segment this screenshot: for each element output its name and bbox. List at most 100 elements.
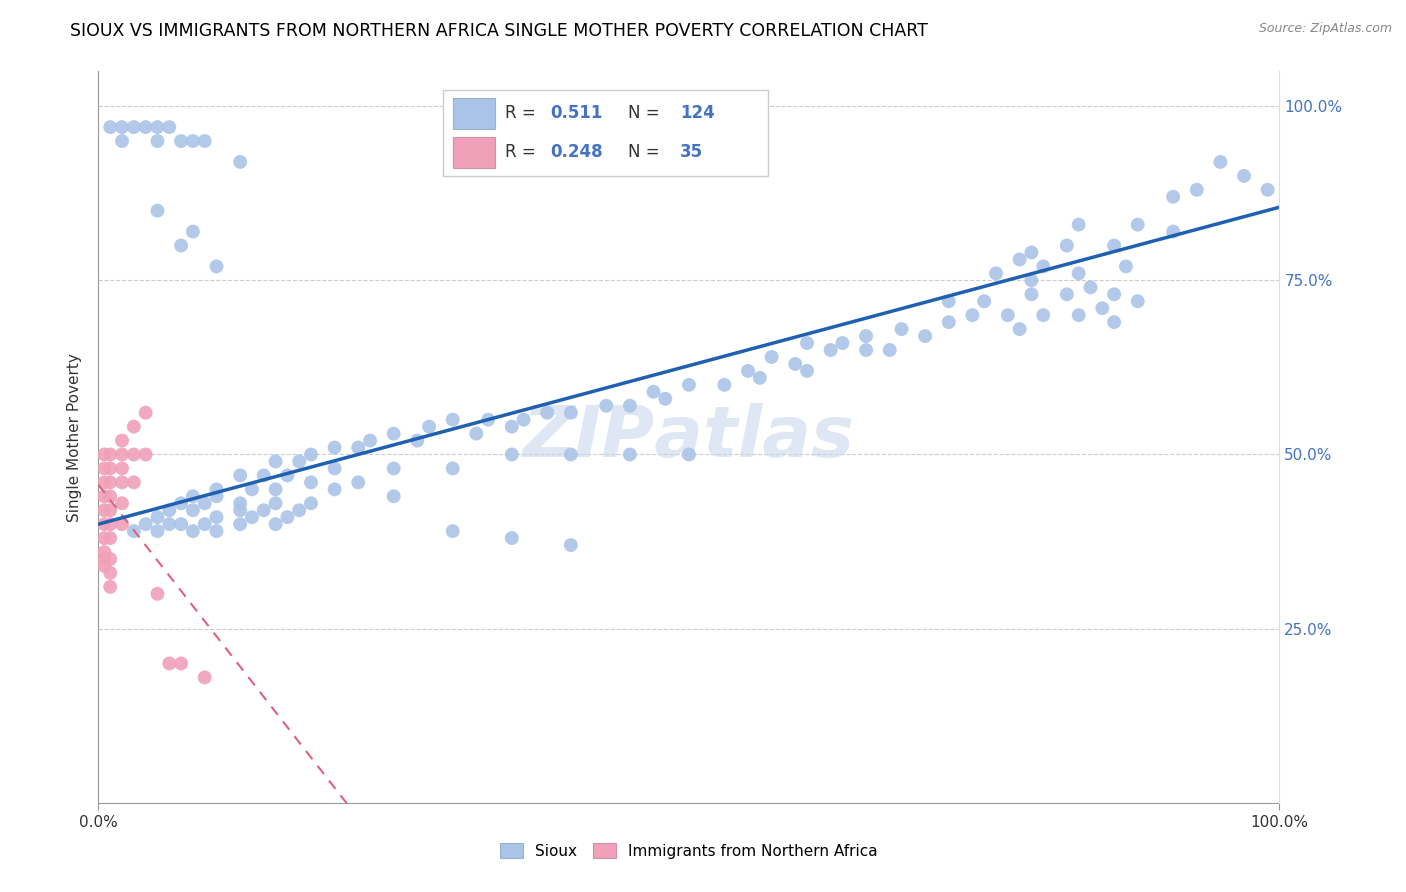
Point [1161,190,1184,204]
Point [382,461,405,475]
Point [1102,315,1125,329]
Bar [453,137,495,168]
Point [347,475,370,490]
Point [146,203,169,218]
Point [181,134,204,148]
Point [93,531,115,545]
FancyBboxPatch shape [443,89,768,177]
Point [654,392,676,406]
Point [205,483,228,497]
Point [93,503,115,517]
Point [938,315,960,329]
Point [914,329,936,343]
Point [323,461,346,475]
Point [323,441,346,455]
Point [323,483,346,497]
Point [229,496,252,510]
Point [441,412,464,426]
Point [98,566,121,580]
Point [1080,280,1102,294]
Point [111,461,134,475]
Point [229,517,252,532]
Point [406,434,429,448]
Point [240,483,263,497]
Point [170,496,193,510]
Point [1091,301,1114,316]
Y-axis label: Single Mother Poverty: Single Mother Poverty [67,352,83,522]
Point [111,517,134,532]
Point [98,489,121,503]
Point [465,426,488,441]
Text: ZIP​atlas: ZIP​atlas [523,402,855,472]
Point [1032,308,1054,322]
Point [122,448,145,462]
Point [1185,183,1208,197]
Point [194,517,217,532]
Point [1056,238,1078,252]
Point [194,496,217,510]
Point [785,357,807,371]
Point [512,412,534,426]
Point [264,483,287,497]
Point [205,260,228,274]
Point [560,406,582,420]
Text: 0.248: 0.248 [550,143,603,161]
Text: SIOUX VS IMMIGRANTS FROM NORTHERN AFRICA SINGLE MOTHER POVERTY CORRELATION CHART: SIOUX VS IMMIGRANTS FROM NORTHERN AFRICA… [70,22,928,40]
Point [93,558,115,573]
Point [1233,169,1256,183]
Point [619,399,641,413]
Point [761,350,783,364]
Point [1126,218,1149,232]
Point [157,517,180,532]
Point [997,308,1019,322]
Point [146,120,169,134]
Point [229,468,252,483]
Point [157,120,180,134]
Point [831,336,853,351]
Bar [453,98,495,128]
Point [1126,294,1149,309]
Point [98,531,121,545]
Point [879,343,901,357]
Point [157,657,180,671]
Text: 124: 124 [681,103,714,122]
Point [1067,266,1090,280]
Point [678,448,700,462]
Point [122,524,145,538]
Point [253,468,276,483]
Point [98,552,121,566]
Point [595,399,617,413]
Point [855,343,877,357]
Point [359,434,381,448]
Point [820,343,842,357]
Point [299,448,322,462]
Point [111,448,134,462]
Point [253,503,276,517]
Point [93,448,115,462]
Point [98,503,121,517]
Point [796,336,818,351]
Point [288,503,311,517]
Point [98,120,121,134]
Text: Source: ZipAtlas.com: Source: ZipAtlas.com [1258,22,1392,36]
Text: N =: N = [628,103,665,122]
Point [1008,252,1031,267]
Point [299,475,322,490]
Point [122,419,145,434]
Point [441,461,464,475]
Point [135,406,157,420]
Text: 35: 35 [681,143,703,161]
Point [1102,238,1125,252]
Point [98,475,121,490]
Point [1209,155,1232,169]
Point [962,308,984,322]
Point [347,441,370,455]
Text: N =: N = [628,143,665,161]
Point [170,517,193,532]
Point [98,517,121,532]
Point [984,266,1007,280]
Point [135,448,157,462]
Point [170,134,193,148]
Point [135,120,157,134]
Point [536,406,558,420]
